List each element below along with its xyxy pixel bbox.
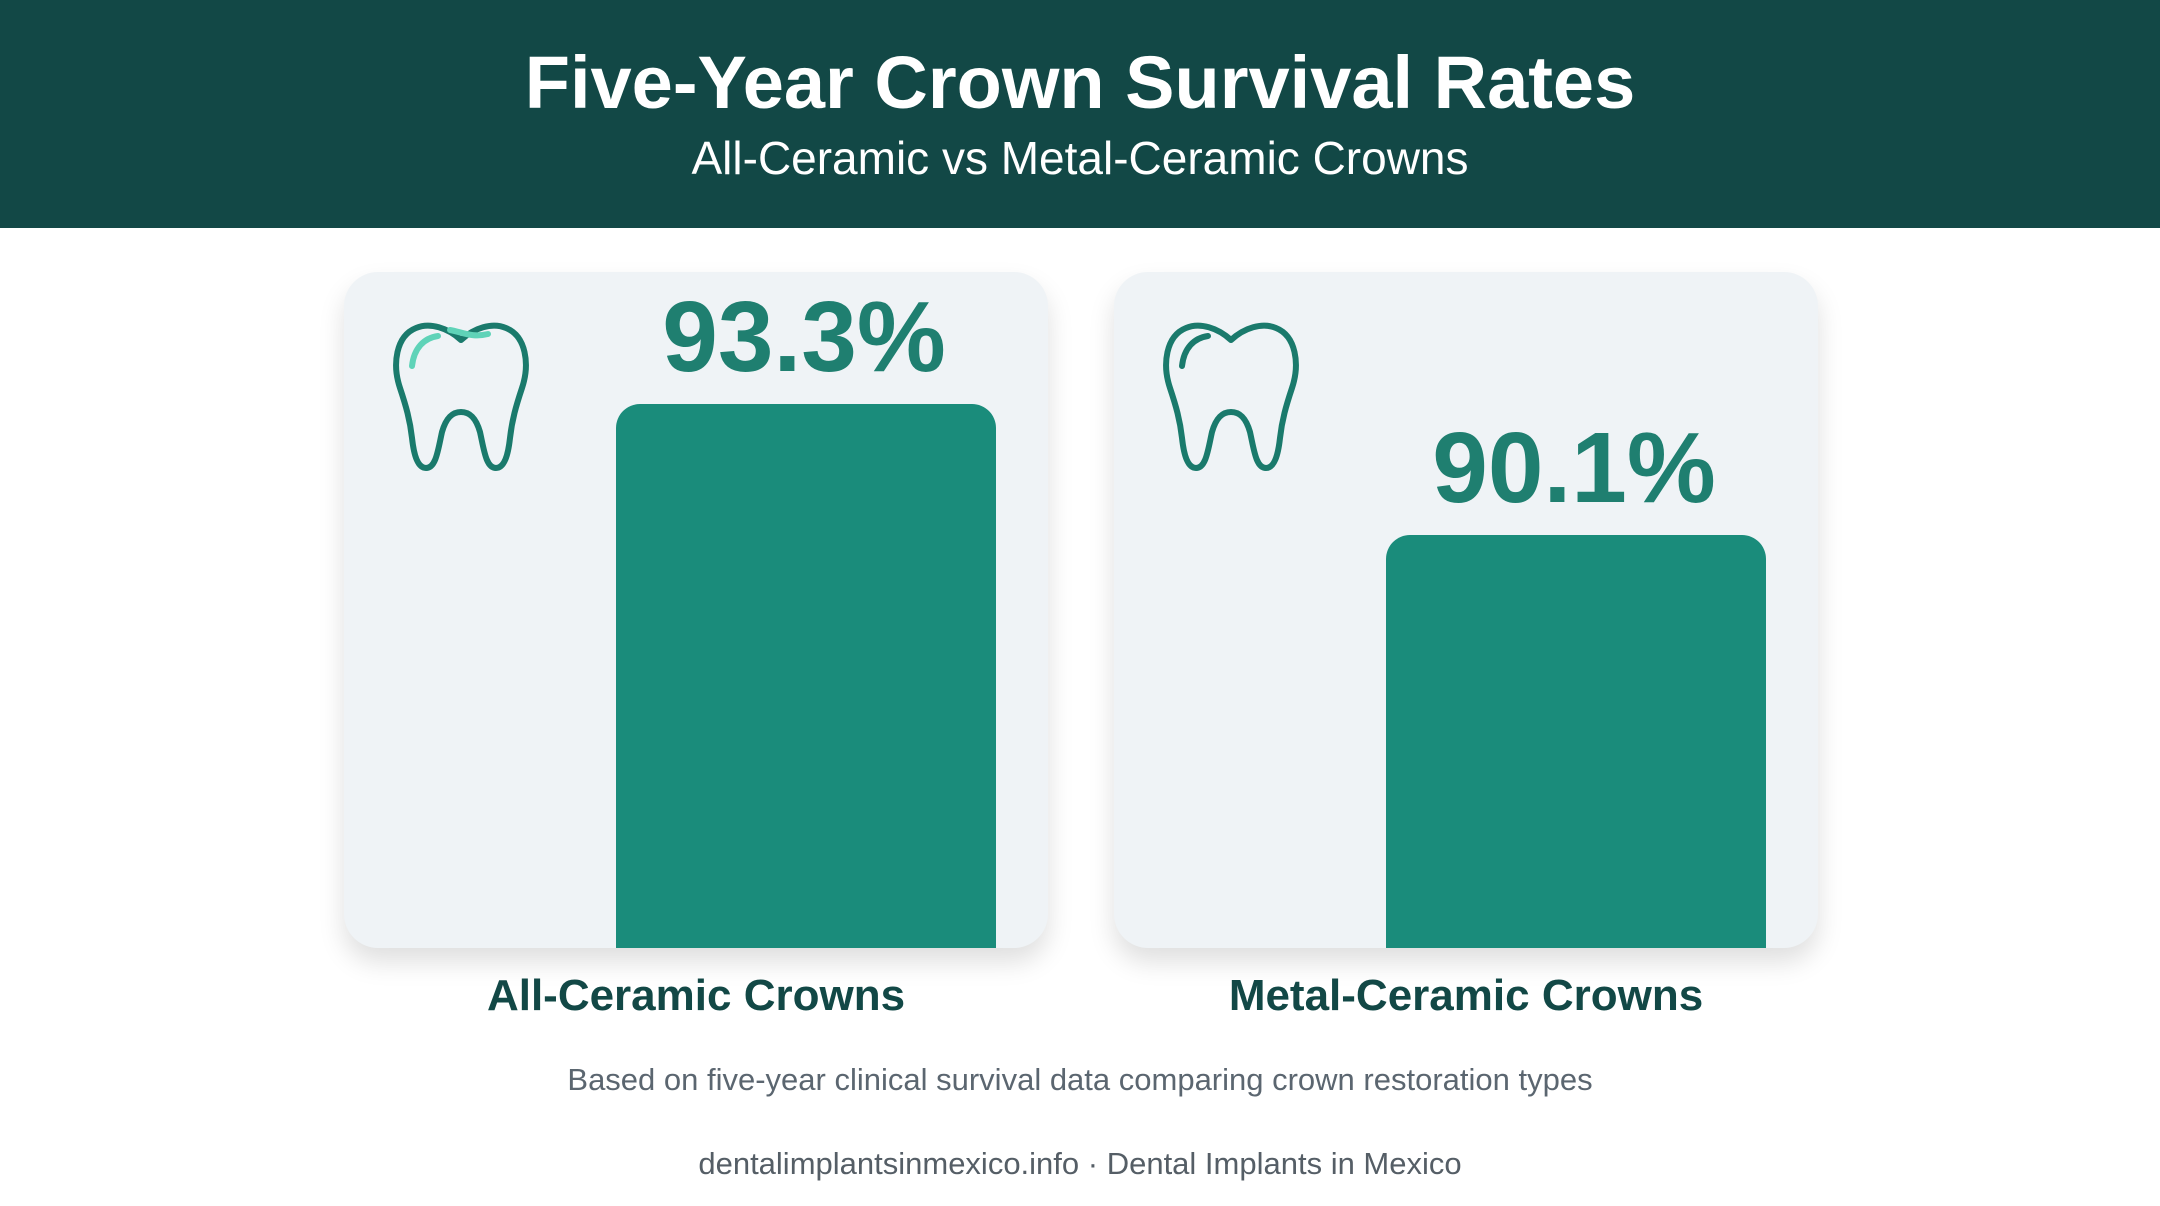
- bar-metal-ceramic: [1386, 534, 1766, 948]
- footnote-text: Based on five-year clinical survival dat…: [567, 1062, 1593, 1097]
- chart-card-metal-ceramic: 90.1%: [1114, 272, 1818, 948]
- chart-card-all-ceramic: 93.3%: [344, 272, 1048, 948]
- page-title: Five-Year Crown Survival Rates: [524, 41, 1636, 124]
- value-label-all-ceramic: 93.3%: [662, 281, 946, 394]
- page-subtitle: All-Ceramic vs Metal-Ceramic Crowns: [691, 132, 1469, 184]
- tooth-icon: [1163, 322, 1299, 471]
- category-label-all-ceramic: All-Ceramic Crowns: [486, 971, 906, 1020]
- bar-all-ceramic: [616, 404, 996, 948]
- tooth-icon: [393, 322, 529, 471]
- category-label-metal-ceramic: Metal-Ceramic Crowns: [1228, 971, 1704, 1020]
- header-banner: Five-Year Crown Survival Rates All-Ceram…: [0, 0, 2160, 228]
- value-label-metal-ceramic: 90.1%: [1432, 411, 1716, 524]
- source-credit: dentalimplantsinmexico.info · Dental Imp…: [698, 1146, 1462, 1181]
